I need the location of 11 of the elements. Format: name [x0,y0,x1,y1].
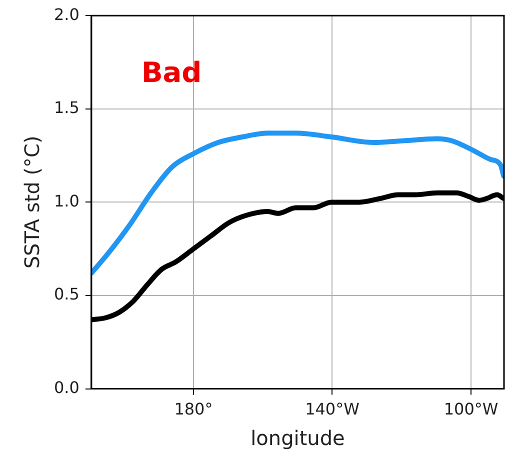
y-tick-label: 0.5 [54,284,80,304]
annotation: Bad [141,56,202,89]
y-axis-title: SSTA std (°C) [20,136,44,269]
x-tick-label: 180° [174,400,213,419]
x-tick-label: 100°W [444,400,498,419]
y-tick-label: 1.0 [54,191,80,210]
x-axis-title: longitude [250,426,345,450]
x-tick-label: 140°W [305,400,360,419]
y-tick-label: 0.0 [54,378,80,397]
y-tick-label: 2.0 [54,4,80,24]
y-tick-label: 1.5 [54,98,80,118]
